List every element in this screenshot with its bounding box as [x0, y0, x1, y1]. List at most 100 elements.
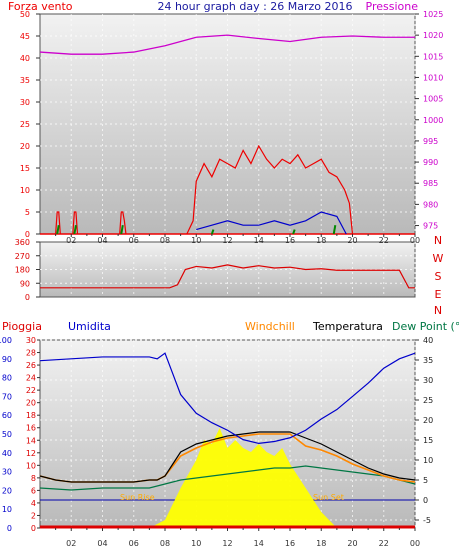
- pressure-tick-label: 1025: [423, 10, 443, 19]
- temp-tick-label: 0: [423, 496, 428, 505]
- direction-tick-label: 180: [15, 266, 30, 275]
- gust-green-line: [332, 225, 337, 235]
- x-tick-label: 16: [285, 539, 295, 548]
- wind-line: [55, 211, 61, 235]
- pressure-tick-label: 995: [423, 137, 438, 146]
- compass-label: W: [433, 252, 444, 265]
- direction-line: [40, 264, 415, 289]
- dewpoint-line: [39, 465, 416, 491]
- x-tick-label: 08: [160, 236, 170, 245]
- x-tick-label: 00: [410, 539, 420, 548]
- gust-green-line: [292, 229, 296, 235]
- gust-blue-line: [196, 211, 347, 235]
- rain-tick-label: 4: [31, 499, 36, 508]
- sun-area: [149, 428, 337, 528]
- wind-direction-series: [40, 264, 415, 289]
- legend-dewpoint: Dew Point (°C: [392, 320, 459, 333]
- rain-tick-label: 22: [26, 386, 36, 395]
- rain-tick-label: 2: [31, 511, 36, 520]
- rain-tick-label: 8: [31, 474, 36, 483]
- wind-tick-label: 50: [20, 10, 30, 19]
- legend-pioggia: Pioggia: [2, 320, 42, 333]
- legend-windchill: Windchill: [245, 320, 295, 333]
- humidity-tick-label: 0: [7, 524, 12, 533]
- humidity-tick-label: 100: [0, 336, 12, 345]
- rain-tick-label: 26: [26, 361, 36, 370]
- x-tick-label: 22: [379, 236, 389, 245]
- pressure-tick-label: 1020: [423, 31, 443, 40]
- temp-tick-label: 40: [423, 336, 433, 345]
- rain-tick-label: 12: [26, 449, 36, 458]
- humidity-tick-label: 20: [2, 486, 12, 495]
- pressure-tick-label: 1010: [423, 73, 443, 82]
- x-tick-label: 10: [191, 236, 201, 245]
- pressure-line: [39, 34, 415, 55]
- legend-umidita: Umidita: [68, 320, 111, 333]
- direction-tick-label: 360: [15, 238, 30, 247]
- x-tick-label: 14: [254, 539, 264, 548]
- temp-tick-label: 30: [423, 376, 433, 385]
- x-tick-label: 06: [129, 539, 139, 548]
- humidity-tick-label: 70: [2, 392, 12, 401]
- x-tick-label: 00: [410, 236, 420, 245]
- sunrise-label: Sun Rise: [120, 493, 155, 502]
- temp-tick-label: 20: [423, 416, 433, 425]
- legend-temperatura: Temperatura: [312, 320, 383, 333]
- rain-tick-label: 28: [26, 349, 36, 358]
- wind-tick-label: 10: [20, 186, 30, 195]
- x-tick-label: 16: [285, 236, 295, 245]
- wind-tick-label: 20: [20, 142, 30, 151]
- gust-green-line: [73, 225, 77, 235]
- wind-tick-label: 5: [25, 208, 30, 217]
- wind-tick-label: 35: [20, 76, 30, 85]
- x-tick-label: 18: [316, 236, 326, 245]
- x-tick-label: 20: [347, 236, 357, 245]
- humidity-tick-label: 40: [2, 449, 12, 458]
- x-tick-label: 02: [66, 539, 76, 548]
- rain-tick-label: 20: [26, 399, 36, 408]
- direction-tick-label: 0: [25, 293, 30, 302]
- wind-tick-label: 45: [20, 32, 30, 41]
- pressure-tick-label: 980: [423, 200, 438, 209]
- x-tick-label: 04: [97, 236, 107, 245]
- x-tick-label: 04: [97, 539, 107, 548]
- rain-tick-label: 10: [26, 461, 36, 470]
- rain-tick-label: 6: [31, 486, 36, 495]
- gust-green-line: [56, 225, 60, 235]
- wind-tick-label: 15: [20, 164, 30, 173]
- rain-tick-label: 24: [26, 374, 36, 383]
- pressure-tick-label: 975: [423, 222, 438, 231]
- compass-label: N: [434, 304, 442, 317]
- x-tick-label: 12: [222, 539, 232, 548]
- pressure-axis-title: Pressione: [366, 0, 419, 13]
- temp-tick-label: 15: [423, 436, 433, 445]
- humidity-tick-label: 80: [2, 374, 12, 383]
- temp-humidity-series: [39, 352, 416, 529]
- temp-tick-label: -5: [423, 516, 431, 525]
- temp-axes: 02 04 06 08 10 12 14 16 18 20 22 00-505101520253035…: [0, 336, 433, 548]
- wind-line: [119, 211, 127, 235]
- rain-tick-label: 14: [26, 436, 36, 445]
- x-tick-label: 12: [222, 236, 232, 245]
- humidity-tick-label: 50: [2, 430, 12, 439]
- pressure-tick-label: 1005: [423, 95, 443, 104]
- wind-line: [72, 211, 79, 235]
- temp-tick-label: 5: [423, 476, 428, 485]
- wind-axis-title: Forza vento: [8, 0, 73, 13]
- temp-tick-label: 35: [423, 356, 433, 365]
- wind-pressure-axes: 0510152025303540455097598098599099510001…: [20, 10, 444, 245]
- compass-label: N: [434, 234, 442, 247]
- wind-tick-label: 30: [20, 98, 30, 107]
- wind-tick-label: 25: [20, 120, 30, 129]
- pressure-tick-label: 1000: [423, 116, 443, 125]
- humidity-tick-label: 10: [2, 505, 12, 514]
- rain-tick-label: 30: [26, 336, 36, 345]
- direction-tick-label: 90: [20, 279, 30, 288]
- x-tick-label: 14: [254, 236, 264, 245]
- humidity-tick-label: 30: [2, 468, 12, 477]
- wind-line: [186, 144, 354, 235]
- pressure-tick-label: 985: [423, 179, 438, 188]
